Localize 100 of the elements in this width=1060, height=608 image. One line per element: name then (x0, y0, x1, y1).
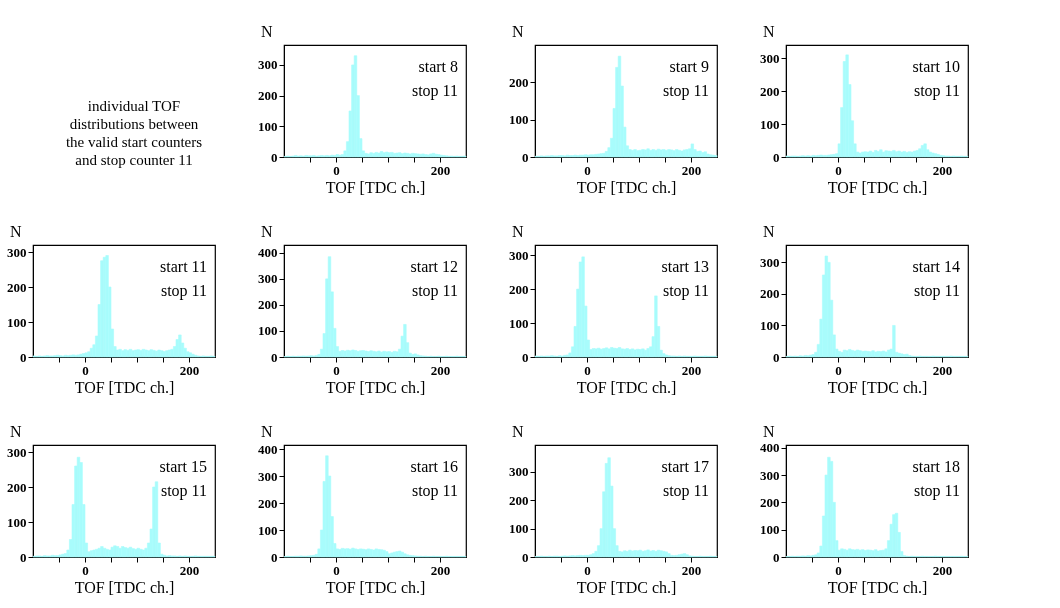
annotation: stop 11 (913, 82, 960, 100)
x-tick-label: 200 (430, 362, 451, 378)
annotation: start 14 (912, 258, 960, 275)
x-tick-label: 200 (179, 362, 200, 378)
y-tick-label: 200 (760, 494, 780, 510)
x-axis-title: TOF [TDC ch.] (827, 378, 928, 396)
annotation: stop 11 (160, 282, 207, 300)
annotation: stop 11 (662, 82, 709, 100)
y-tick-label: 100 (509, 112, 529, 128)
y-tick-label: 300 (760, 467, 780, 483)
x-tick-label: 0 (584, 562, 591, 578)
y-tick-label: 200 (7, 279, 27, 295)
y-tick-label: 100 (509, 315, 529, 331)
y-tick-label: 100 (258, 323, 278, 339)
y-axis-title: N (511, 222, 524, 240)
y-tick-label: 200 (760, 286, 780, 302)
annotation: stop 11 (913, 482, 960, 500)
y-tick-label: 0 (522, 549, 529, 565)
y-tick-label: 300 (7, 444, 27, 460)
y-tick-label: 400 (760, 440, 780, 456)
y-tick-label: 400 (258, 245, 278, 261)
x-tick-label: 200 (932, 562, 953, 578)
annotation: start 8 (418, 58, 458, 75)
y-tick-label: 0 (773, 549, 780, 565)
y-tick-label: 300 (509, 464, 529, 480)
annotation: stop 11 (411, 282, 458, 300)
text: individual TOF distributions between the valid start counters and stop counter 11 (65, 98, 203, 168)
y-tick-label: 0 (271, 549, 278, 565)
y-tick-label: 0 (773, 149, 780, 165)
y-tick-label: 100 (258, 522, 278, 538)
x-tick-label: 200 (932, 362, 953, 378)
x-tick-label: 0 (835, 562, 842, 578)
y-axis-title: N (511, 422, 524, 440)
x-tick-label: 0 (82, 362, 89, 378)
x-axis-title: TOF [TDC ch.] (74, 578, 175, 596)
y-tick-label: 100 (760, 522, 780, 538)
y-tick-label: 0 (20, 349, 27, 365)
x-axis-title: TOF [TDC ch.] (325, 178, 426, 196)
annotation: start 15 (159, 458, 207, 475)
y-tick-label: 300 (258, 468, 278, 484)
x-tick-label: 0 (333, 562, 340, 578)
y-tick-label: 300 (760, 254, 780, 270)
x-tick-label: 0 (82, 562, 89, 578)
annotation: stop 11 (662, 282, 709, 300)
x-tick-label: 200 (681, 362, 702, 378)
y-axis-title: N (9, 222, 22, 240)
y-tick-label: 300 (7, 244, 27, 260)
x-tick-label: 0 (333, 362, 340, 378)
x-tick-label: 200 (179, 562, 200, 578)
y-axis-title: N (511, 22, 524, 40)
y-tick-label: 100 (509, 521, 529, 537)
y-tick-label: 300 (258, 271, 278, 287)
x-tick-label: 200 (681, 162, 702, 178)
y-tick-label: 300 (509, 247, 529, 263)
x-tick-label: 200 (681, 562, 702, 578)
annotation: start 17 (661, 458, 709, 475)
y-axis-title: N (9, 422, 22, 440)
y-axis-title: N (762, 22, 775, 40)
x-tick-label: 0 (835, 162, 842, 178)
y-tick-label: 200 (7, 479, 27, 495)
y-tick-label: 200 (258, 88, 278, 104)
y-tick-label: 0 (522, 349, 529, 365)
annotation: stop 11 (662, 482, 709, 500)
x-axis-title: TOF [TDC ch.] (576, 178, 677, 196)
y-tick-label: 300 (760, 50, 780, 66)
y-tick-label: 200 (509, 492, 529, 508)
x-axis-title: TOF [TDC ch.] (325, 578, 426, 596)
y-axis-title: N (762, 422, 775, 440)
x-axis-title: TOF [TDC ch.] (325, 378, 426, 396)
annotation: stop 11 (913, 282, 960, 300)
x-tick-label: 200 (430, 162, 451, 178)
y-tick-label: 0 (271, 349, 278, 365)
annotation: start 9 (669, 58, 709, 75)
x-axis-title: TOF [TDC ch.] (576, 578, 677, 596)
x-axis-title: TOF [TDC ch.] (74, 378, 175, 396)
annotation: stop 11 (160, 482, 207, 500)
annotation: start 12 (410, 258, 458, 275)
y-tick-label: 200 (258, 297, 278, 313)
y-tick-label: 300 (258, 57, 278, 73)
annotation: stop 11 (411, 482, 458, 500)
y-tick-label: 100 (760, 116, 780, 132)
annotation: start 10 (912, 58, 960, 75)
x-tick-label: 200 (430, 562, 451, 578)
x-tick-label: 0 (584, 162, 591, 178)
y-tick-label: 100 (7, 514, 27, 530)
x-tick-label: 0 (333, 162, 340, 178)
y-tick-label: 0 (773, 349, 780, 365)
y-tick-label: 100 (760, 317, 780, 333)
annotation: start 11 (160, 258, 207, 275)
y-axis-title: N (260, 222, 273, 240)
x-axis-title: TOF [TDC ch.] (576, 378, 677, 396)
x-axis-title: TOF [TDC ch.] (827, 178, 928, 196)
y-tick-label: 200 (509, 74, 529, 90)
y-tick-label: 200 (760, 83, 780, 99)
y-axis-title: N (260, 22, 273, 40)
y-tick-label: 400 (258, 441, 278, 457)
y-tick-label: 200 (509, 281, 529, 297)
x-tick-label: 0 (584, 362, 591, 378)
y-tick-label: 100 (7, 314, 27, 330)
annotation: start 13 (661, 258, 709, 275)
